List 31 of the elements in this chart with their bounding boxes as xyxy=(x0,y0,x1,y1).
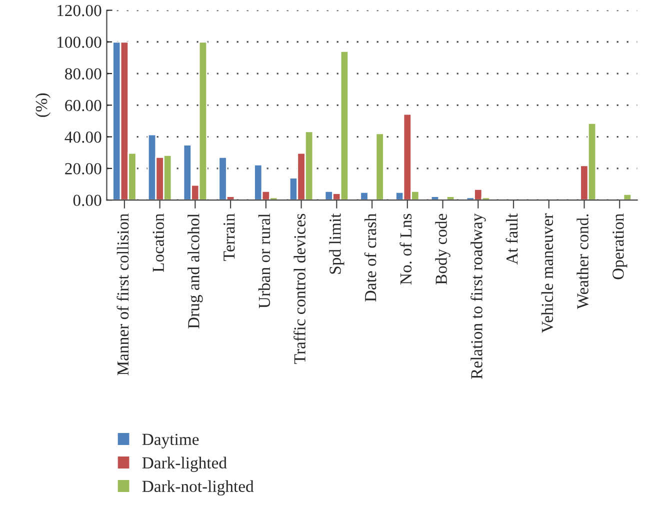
y-tick-label: 120.00 xyxy=(58,4,102,16)
x-tick-label: Spd limit xyxy=(329,213,344,274)
legend-label: Dark-lighted xyxy=(142,456,227,472)
bar xyxy=(360,191,369,200)
bar xyxy=(430,196,440,200)
x-tick-label: Urban or rural xyxy=(258,214,270,308)
bar xyxy=(622,194,632,200)
x-tick-label: Manner of first collision xyxy=(116,214,129,376)
y-tick-label: 100.00 xyxy=(58,36,102,48)
x-tick-label: Date of crash xyxy=(364,213,376,302)
x-tick-label: Terrain xyxy=(224,214,235,261)
y-axis-title: (%) xyxy=(35,93,51,117)
x-tick-label: No. of Lns xyxy=(400,214,412,285)
x-tick-label: Relation to first roadway xyxy=(470,213,486,379)
y-tick-label: 60.00 xyxy=(65,100,102,112)
bar xyxy=(446,196,456,200)
legend-label: Daytime xyxy=(142,434,199,448)
y-tick-label: 80.00 xyxy=(65,68,102,80)
y-tick-label: 20.00 xyxy=(65,163,102,174)
y-tick-label: 0.00 xyxy=(73,194,102,206)
x-tick-label: Body code xyxy=(435,214,450,285)
x-tick-label: Operation xyxy=(612,214,628,280)
x-tick-label: Weather cond. xyxy=(576,214,588,310)
bar xyxy=(375,132,384,200)
x-tick-label: Vehicle maneuver xyxy=(541,213,554,333)
x-tick-label: At fault xyxy=(506,213,518,264)
x-tick-label: Traffic control devices xyxy=(294,214,306,364)
legend-label: Dark-not-lighted xyxy=(142,480,254,496)
x-tick-label: Location xyxy=(152,214,164,272)
x-tick-label: Drug and alcohol xyxy=(188,214,203,328)
y-tick-label: 40.00 xyxy=(64,132,102,143)
